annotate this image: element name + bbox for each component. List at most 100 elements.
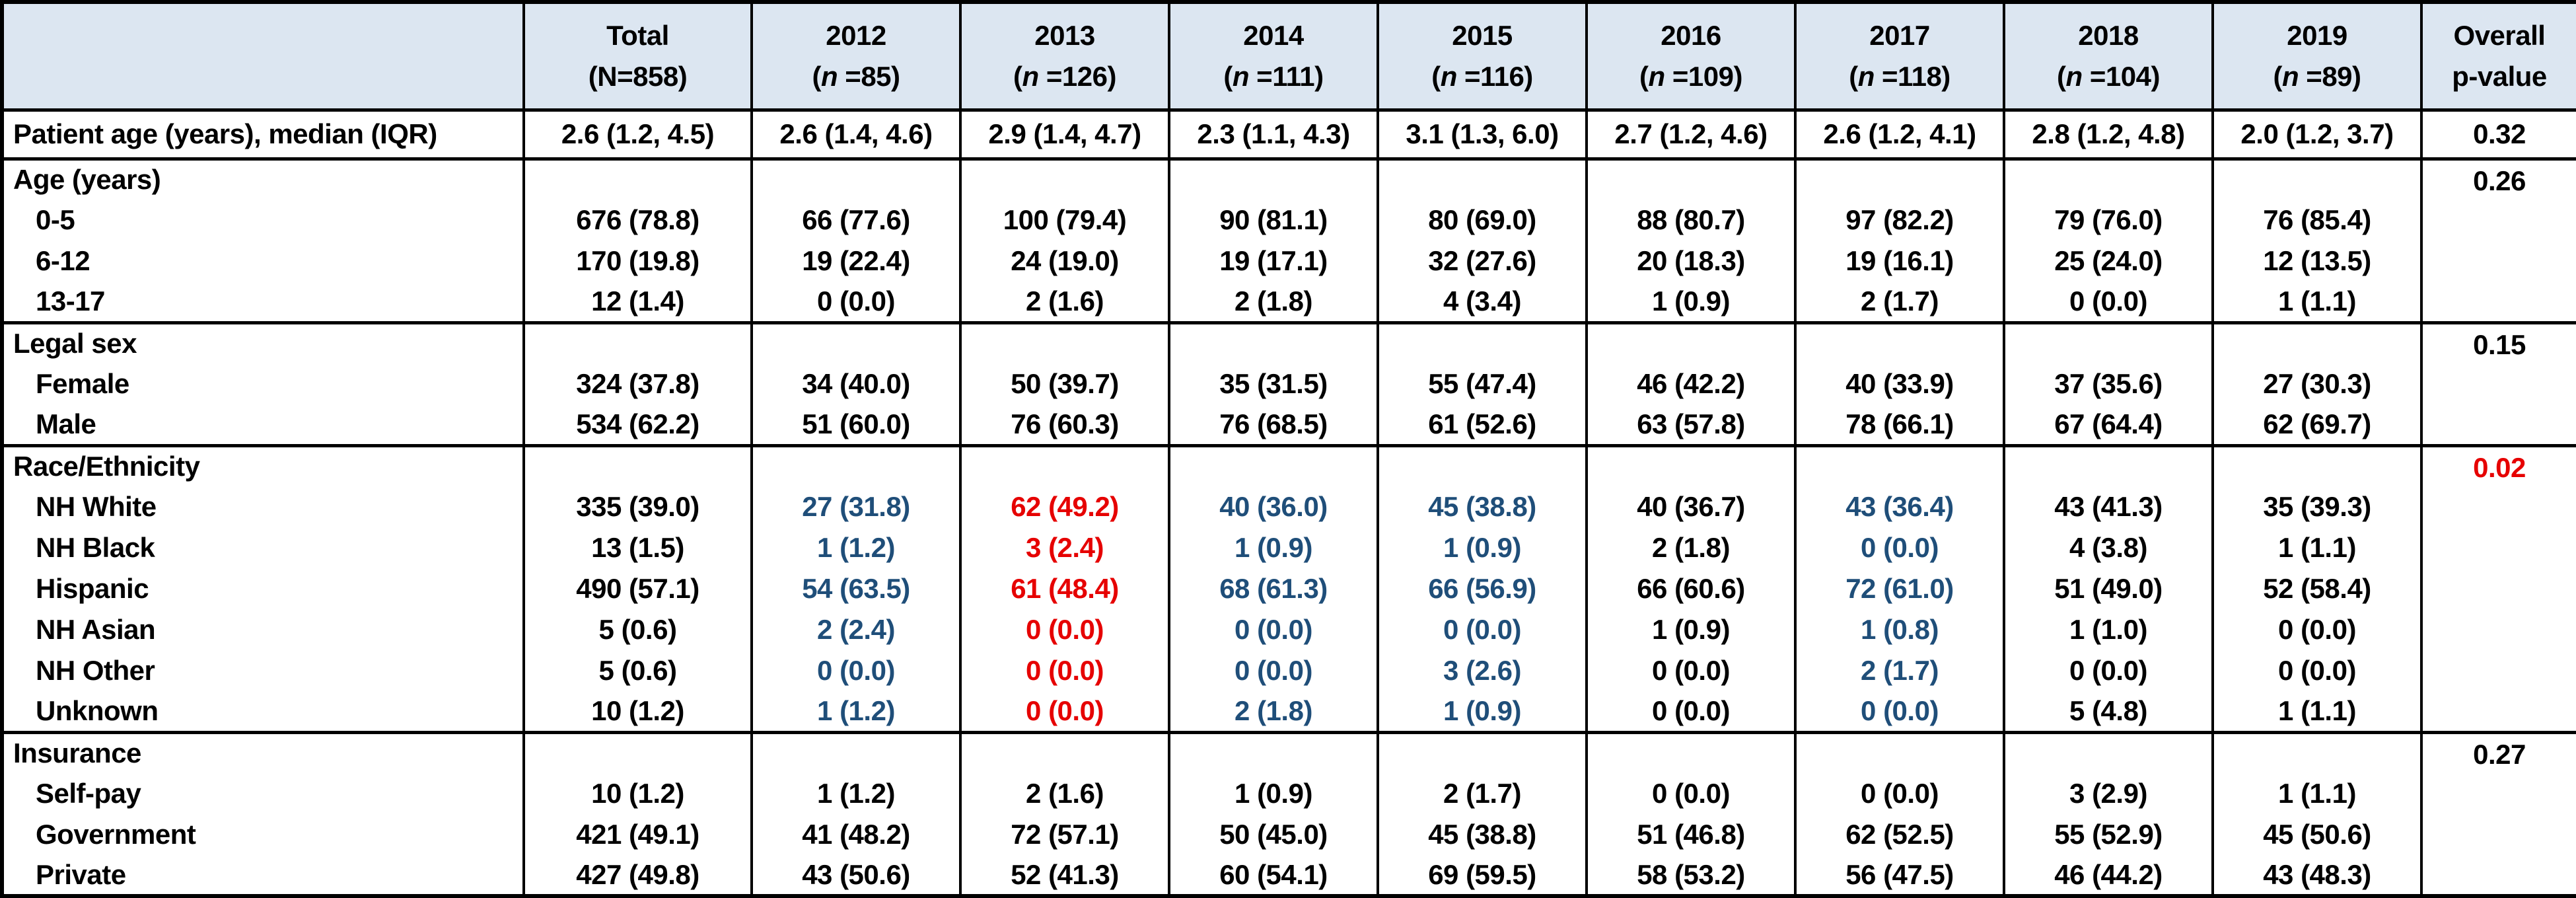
- table-cell: 2.0 (1.2, 3.7): [2211, 108, 2423, 159]
- table-section: Patient age (years), median (IQR) 2.6 (1.…: [1, 108, 2576, 159]
- table-cell: [1168, 443, 1379, 486]
- column-sublabel: (n =126): [963, 56, 1166, 97]
- column-header: 2016 (n =109): [1585, 2, 1797, 112]
- table-cell: 79 (76.0): [2003, 200, 2214, 241]
- table-cell: 68 (61.3): [1168, 568, 1379, 609]
- row-label: 6-12: [1, 241, 525, 281]
- table-section: Insurance 0.27 Self-pay 10 (1.2) 1 (1.2) 2 (1…: [1, 730, 2576, 896]
- n-count: =104): [2082, 60, 2161, 92]
- row-label: Government: [1, 814, 525, 855]
- open-paren: (: [1013, 60, 1022, 92]
- table-cell: 0 (0.0): [1585, 691, 1797, 732]
- table-cell: 2 (1.8): [1168, 691, 1379, 732]
- section-label: Insurance: [1, 730, 525, 773]
- table-cell: [750, 730, 962, 773]
- column-title: 2017: [1869, 19, 1930, 51]
- column-sublabel: (n =111): [1172, 56, 1375, 97]
- table-cell: 45 (38.8): [1377, 814, 1588, 855]
- n-symbol: N: [597, 60, 618, 92]
- table-cell: [1377, 157, 1588, 200]
- table-cell: [750, 157, 962, 200]
- table-row: Male 534 (62.2) 51 (60.0) 76 (60.3) 76 (68.5…: [1, 404, 2576, 445]
- table-cell: 1 (1.1): [2211, 773, 2423, 814]
- table-cell: 35 (39.3): [2211, 486, 2423, 527]
- table-cell: 170 (19.8): [522, 241, 753, 281]
- table-cell: [1585, 443, 1797, 486]
- table-cell: 40 (36.7): [1585, 486, 1797, 527]
- section-label: Race/Ethnicity: [1, 443, 525, 486]
- row-label: 0-5: [1, 200, 525, 241]
- table-cell: 43 (36.4): [1794, 486, 2005, 527]
- table-cell: 0 (0.0): [1585, 650, 1797, 691]
- section-label: Age (years): [1, 157, 525, 200]
- table-cell: 3 (2.4): [959, 527, 1170, 568]
- table-cell: 5 (4.8): [2003, 691, 2214, 732]
- table-row: Insurance 0.27: [1, 730, 2576, 896]
- table-cell: 61 (52.6): [1377, 404, 1588, 445]
- table-cell: 1 (1.2): [750, 773, 962, 814]
- table-cell: 2.9 (1.4, 4.7): [959, 108, 1170, 159]
- table-cell: 2.6 (1.2, 4.1): [1794, 108, 2005, 159]
- table-cell: 0 (0.0): [1168, 609, 1379, 650]
- table-cell: 5 (0.6): [522, 650, 753, 691]
- table-cell: 1 (0.8): [1794, 609, 2005, 650]
- open-paren: (: [1849, 60, 1858, 92]
- column-sublabel: (N=858): [526, 56, 749, 97]
- table-row: NH White 335 (39.0) 27 (31.8) 62 (49.2) 40 (…: [1, 486, 2576, 527]
- table-cell: [2211, 157, 2423, 200]
- table-cell: 13 (1.5): [522, 527, 753, 568]
- table-cell: 427 (49.8): [522, 855, 753, 896]
- table-cell: 1 (0.9): [1377, 527, 1588, 568]
- column-sublabel: (n =116): [1380, 56, 1584, 97]
- table-cell: 0 (0.0): [2003, 650, 2214, 691]
- table-cell: 1 (1.0): [2003, 609, 2214, 650]
- p-value-cell: 0.15: [2420, 320, 2576, 445]
- table-cell: 1 (0.9): [1377, 691, 1588, 732]
- row-label: NH Asian: [1, 609, 525, 650]
- table-cell: 4 (3.4): [1377, 281, 1588, 322]
- n-count: =89): [2299, 60, 2361, 92]
- table-cell: 2.6 (1.2, 4.5): [522, 108, 753, 159]
- table-cell: 2 (1.7): [1794, 281, 2005, 322]
- n-count: =118): [1874, 60, 1950, 92]
- table-cell: 52 (41.3): [959, 855, 1170, 896]
- n-count: =109): [1664, 60, 1743, 92]
- table-cell: [1377, 443, 1588, 486]
- table-cell: 51 (46.8): [1585, 814, 1797, 855]
- table-cell: 0 (0.0): [1377, 609, 1588, 650]
- table-cell: 62 (49.2): [959, 486, 1170, 527]
- table-cell: 0 (0.0): [750, 650, 962, 691]
- table-row: Race/Ethnicity 0.02: [1, 443, 2576, 732]
- column-title: 2016: [1661, 19, 1721, 51]
- table-cell: 5 (0.6): [522, 609, 753, 650]
- column-header: 2017 (n =118): [1794, 2, 2005, 112]
- table-cell: 1 (0.9): [1585, 281, 1797, 322]
- open-paren: (: [2057, 60, 2066, 92]
- n-symbol: n: [820, 60, 838, 92]
- row-label: NH Black: [1, 527, 525, 568]
- table-cell: [1585, 157, 1797, 200]
- table-cell: [959, 157, 1170, 200]
- table-cell: 1 (0.9): [1168, 527, 1379, 568]
- table-cell: 78 (66.1): [1794, 404, 2005, 445]
- table-cell: 4 (3.8): [2003, 527, 2214, 568]
- table-cell: 2 (2.4): [750, 609, 962, 650]
- column-header: 2018 (n =104): [2003, 2, 2214, 112]
- table-cell: 50 (39.7): [959, 363, 1170, 404]
- table-row: 13-17 12 (1.4) 0 (0.0) 2 (1.6) 2 (1.8) 4 (3.4…: [1, 281, 2576, 322]
- n-symbol: n: [1440, 60, 1458, 92]
- table-cell: 2.8 (1.2, 4.8): [2003, 108, 2214, 159]
- table-cell: [750, 320, 962, 363]
- row-label: Hispanic: [1, 568, 525, 609]
- row-label: Self-pay: [1, 773, 525, 814]
- table-row: Legal sex 0.15: [1, 320, 2576, 445]
- table-cell: [959, 730, 1170, 773]
- table-header-row: Total (N=858) 2012 (n =85) 2013 (n =126) 2014(…: [1, 2, 2576, 112]
- n-count: =85): [838, 60, 900, 92]
- table-cell: [522, 730, 753, 773]
- column-title: 2014: [1243, 19, 1304, 51]
- table-cell: [1794, 443, 2005, 486]
- table-cell: 25 (24.0): [2003, 241, 2214, 281]
- table-cell: 1 (1.2): [750, 691, 962, 732]
- column-sublabel: (n =109): [1589, 56, 1793, 97]
